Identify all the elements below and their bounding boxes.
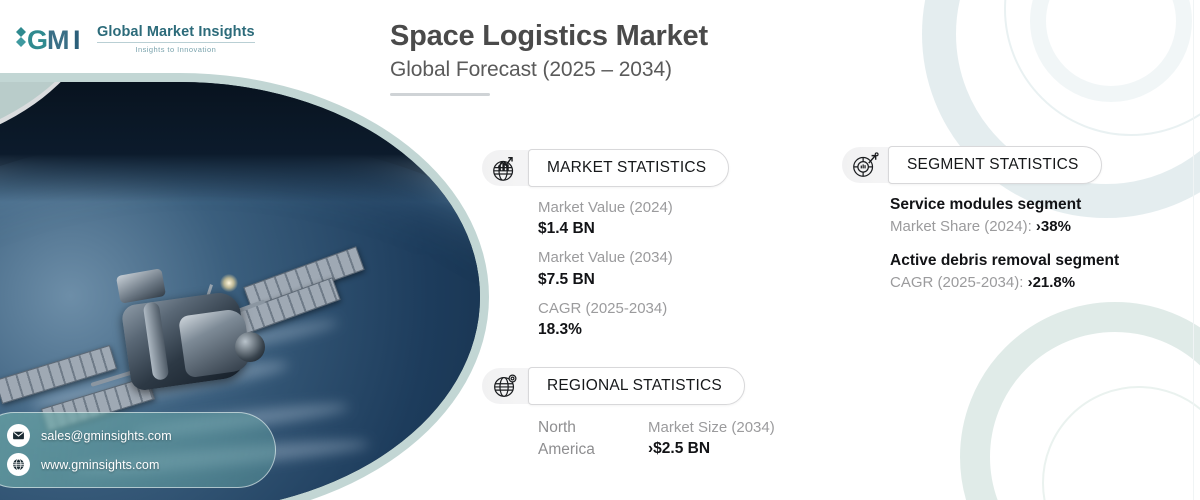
regional-statistics-title: REGIONAL STATISTICS — [547, 377, 722, 394]
regional-statistics-rows: North America Market Size (2034) ›$2.5 B… — [482, 417, 775, 461]
market-statistics-header: MARKET STATISTICS — [482, 148, 730, 188]
region-metric-label: Market Size (2034) — [648, 419, 775, 436]
brand-name: Global Market Insights — [97, 24, 255, 43]
page-subtitle: Global Forecast (2025 – 2034) — [390, 58, 672, 82]
market-statistics-title: MARKET STATISTICS — [547, 159, 707, 176]
segment-statistics-header: SEGMENT STATISTICS — [842, 145, 1119, 185]
segment-1-metric-row: Market Share (2024): ›38% — [890, 216, 1119, 239]
market-statistics-section: MARKET STATISTICS Market Value (2024) $1… — [482, 148, 730, 348]
segment-2-metric-row: CAGR (2025-2034): ›21.8% — [890, 272, 1119, 295]
market-value-2024-value: $1.4 BN — [538, 220, 595, 238]
decor-ring-bottom-right-outer — [960, 302, 1200, 500]
segment-1-metric-label: Market Share (2024): — [890, 217, 1032, 235]
market-value-2034-value: $7.5 BN — [538, 270, 595, 288]
region-name: North America — [538, 419, 595, 458]
segment-2-value: 21.8% — [1032, 274, 1076, 292]
contact-panel: sales@gminsights.com www.gminsights.com — [0, 412, 276, 488]
segment-2-name: Active debris removal segment — [890, 252, 1120, 270]
regional-statistics-pill: REGIONAL STATISTICS — [528, 367, 745, 405]
envelope-icon — [7, 424, 30, 447]
page-title: Space Logistics Market — [390, 20, 708, 52]
contact-email-text: sales@gminsights.com — [41, 428, 172, 443]
globe-icon — [7, 453, 30, 476]
segment-statistics-pill: SEGMENT STATISTICS — [888, 146, 1102, 184]
space-background — [0, 82, 480, 202]
brand-logo-text: Global Market Insights Insights to Innov… — [97, 24, 255, 54]
contact-website-text: www.gminsights.com — [41, 457, 160, 472]
satellite-docking-port — [235, 332, 265, 362]
market-value-2034-label: Market Value (2034) — [538, 249, 673, 267]
decor-ring-top-right-inner — [1030, 0, 1192, 102]
market-statistics-pill: MARKET STATISTICS — [528, 149, 730, 187]
decor-right-edge-line — [1193, 0, 1194, 500]
decor-ring-top-right-thin — [1004, 0, 1200, 136]
contact-website-row[interactable]: www.gminsights.com — [7, 453, 275, 476]
pie-chart-arrow-icon — [842, 147, 888, 183]
segment-1-prefix: › — [1035, 217, 1041, 235]
svg-text:I: I — [73, 25, 81, 55]
svg-text:G: G — [27, 25, 48, 55]
segment-statistics-title: SEGMENT STATISTICS — [907, 156, 1079, 173]
segment-2-metric-label: CAGR (2025-2034): — [890, 274, 1024, 292]
region-metric-value: $2.5 BN — [653, 440, 711, 458]
decor-ring-bottom-right-thin — [1042, 386, 1200, 500]
globe-chart-icon — [482, 150, 528, 186]
segment-statistics-rows: Service modules segment Market Share (20… — [842, 195, 1119, 295]
brand-tagline: Insights to Innovation — [135, 45, 217, 54]
segment-1-name: Service modules segment — [890, 196, 1082, 213]
title-underline-rule — [390, 93, 490, 97]
market-statistics-rows: Market Value (2024) $1.4 BN Market Value… — [482, 197, 729, 341]
regional-statistics-section: REGIONAL STATISTICS North America Market… — [482, 366, 775, 461]
region-metric-value-row: ›$2.5 BN — [648, 438, 775, 460]
region-metric-prefix: › — [648, 440, 654, 458]
svg-text:M: M — [47, 25, 70, 55]
segment-2-prefix: › — [1027, 274, 1033, 292]
region-metric: Market Size (2034) ›$2.5 BN — [648, 417, 775, 461]
segment-statistics-section: SEGMENT STATISTICS Service modules segme… — [842, 145, 1119, 308]
header-block: Space Logistics Market Global Forecast (… — [390, 20, 708, 97]
segment-1-value: 38% — [1040, 217, 1071, 235]
contact-email-row[interactable]: sales@gminsights.com — [7, 424, 275, 447]
regional-statistics-header: REGIONAL STATISTICS — [482, 366, 775, 406]
gmi-logo-mark-icon: G M I — [14, 22, 90, 56]
satellite-module-top — [115, 268, 167, 304]
market-cagr-value: 18.3% — [538, 320, 582, 338]
satellite-graphic — [0, 246, 365, 450]
brand-logo[interactable]: G M I Global Market Insights Insights to… — [14, 22, 255, 56]
market-value-2024-label: Market Value (2024) — [538, 199, 673, 216]
sun-glint — [220, 274, 238, 292]
globe-pin-icon — [482, 368, 528, 404]
market-cagr-label: CAGR (2025-2034) — [538, 299, 668, 317]
